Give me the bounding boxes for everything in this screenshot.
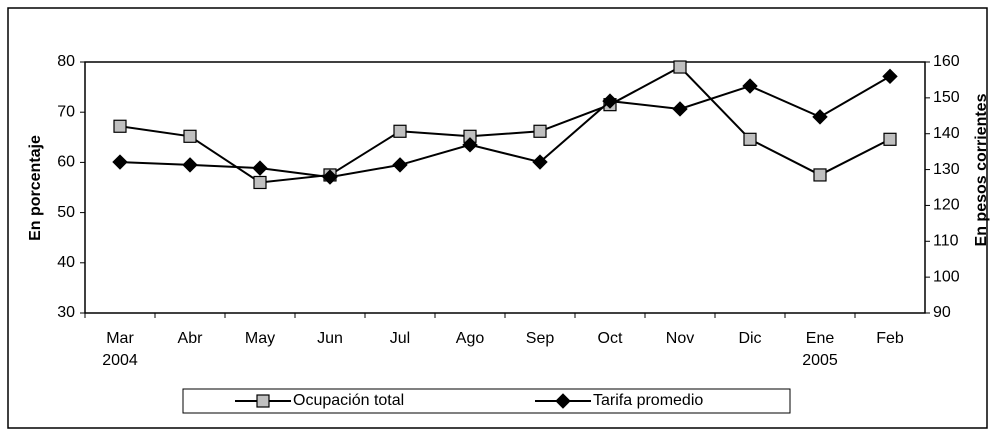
y-tick-label: 60: [57, 154, 75, 171]
legend-label: Tarifa promedio: [593, 392, 704, 409]
x-tick-label: Feb: [876, 330, 904, 347]
x-tick-label: Mar 2004: [102, 330, 138, 369]
data-point: [462, 137, 478, 153]
y-axis-title: En porcentaje: [27, 135, 44, 241]
data-point: [602, 93, 618, 109]
y2-tick-label: 160: [933, 53, 960, 70]
y2-tick-label: 130: [933, 161, 960, 178]
legend-marker: [555, 393, 571, 409]
y2-tick-label: 120: [933, 197, 960, 214]
data-point: [392, 157, 408, 173]
legend-marker: [256, 394, 270, 408]
data-point: [672, 101, 688, 117]
y2-tick-label: 110: [933, 233, 959, 250]
data-point: [883, 132, 897, 146]
chart-border: [7, 7, 988, 429]
x-tick-label: Abr: [177, 330, 203, 347]
y2-tick-label: 100: [933, 268, 960, 285]
x-tick-label: May: [244, 330, 276, 347]
legend-box: [182, 388, 791, 414]
y2-axis-title: En pesos corrientes: [973, 93, 990, 246]
x-tick-label: Oct: [597, 330, 623, 347]
y-tick-label: 80: [57, 53, 75, 70]
data-point: [743, 132, 757, 146]
series-line: [119, 75, 891, 179]
data-point: [393, 124, 407, 138]
y-tick-label: 40: [57, 254, 75, 271]
data-point: [253, 175, 267, 190]
data-point: [813, 168, 827, 182]
y-tick-label: 30: [57, 304, 75, 321]
y-tick-label: 70: [57, 103, 75, 120]
y-tick-label: 50: [57, 204, 75, 221]
plot-area: [84, 61, 926, 314]
data-point: [673, 60, 687, 74]
data-point: [812, 109, 828, 125]
x-tick-label: Ago: [455, 330, 485, 347]
x-tick-label: Nov: [665, 330, 695, 347]
x-tick-label: Jul: [389, 330, 411, 347]
data-point: [113, 119, 127, 133]
y2-tick-label: 90: [933, 304, 951, 321]
series-line: [119, 65, 891, 184]
data-point: [182, 157, 198, 173]
data-point: [882, 68, 898, 85]
data-point: [533, 124, 547, 138]
legend-label: Ocupación total: [293, 392, 405, 409]
data-point: [322, 169, 338, 185]
data-point: [112, 154, 128, 170]
x-tick-label: Sep: [525, 330, 555, 347]
data-point: [532, 154, 548, 170]
x-tick-label: Jun: [317, 330, 343, 347]
y2-tick-label: 150: [933, 89, 960, 106]
data-point: [742, 78, 758, 94]
x-tick-label: Dic: [738, 330, 762, 347]
data-point: [183, 129, 197, 143]
x-tick-label: Ene 2005: [802, 330, 838, 369]
data-point: [252, 160, 268, 176]
y2-tick-label: 140: [933, 125, 960, 142]
